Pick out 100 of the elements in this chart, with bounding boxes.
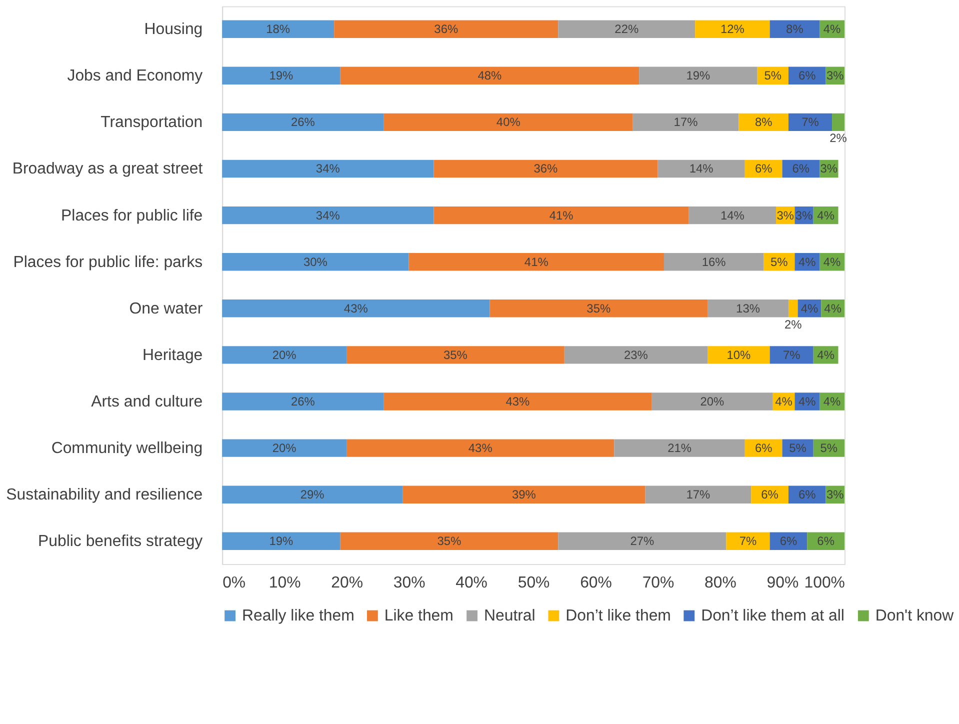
data-label: 6% bbox=[817, 534, 835, 548]
x-tick-label: 70% bbox=[642, 574, 674, 592]
data-label: 43% bbox=[468, 441, 493, 456]
data-label: 7% bbox=[739, 534, 758, 548]
bar bbox=[639, 66, 758, 84]
data-label: 6% bbox=[792, 162, 810, 176]
data-label: 4% bbox=[823, 22, 842, 36]
bar bbox=[340, 66, 640, 84]
bar bbox=[222, 206, 434, 224]
y-tick-label: Public benefits strategy bbox=[38, 533, 203, 550]
bar bbox=[346, 346, 564, 364]
data-label: 10% bbox=[726, 348, 751, 362]
x-tick-label: 100% bbox=[804, 574, 845, 592]
bar bbox=[658, 160, 745, 178]
y-tick-label: Arts and culture bbox=[91, 393, 203, 410]
x-tick-label: 0% bbox=[222, 574, 246, 592]
data-label: 35% bbox=[437, 534, 462, 548]
data-label: 4% bbox=[817, 348, 835, 362]
y-tick-label: Places for public life bbox=[61, 207, 203, 224]
data-label: 6% bbox=[754, 441, 773, 456]
data-label: 27% bbox=[630, 534, 655, 548]
data-label: 18% bbox=[266, 22, 290, 36]
bar bbox=[408, 253, 664, 271]
bar bbox=[222, 300, 490, 318]
data-label: 7% bbox=[782, 348, 801, 362]
data-label: 4% bbox=[800, 301, 818, 316]
y-tick-label: Broadway as a great street bbox=[12, 160, 204, 178]
data-label: 4% bbox=[798, 254, 816, 269]
legend-label: Really like them bbox=[242, 608, 354, 625]
data-label: 6% bbox=[754, 162, 773, 176]
bar bbox=[490, 300, 708, 318]
data-label: 22% bbox=[614, 22, 639, 36]
bar bbox=[832, 113, 844, 132]
data-label: 3% bbox=[820, 162, 838, 176]
data-label: 43% bbox=[506, 394, 530, 408]
bar bbox=[384, 392, 652, 410]
bar bbox=[222, 20, 334, 38]
bar bbox=[788, 300, 798, 318]
y-tick-label: Places for public life: parks bbox=[13, 254, 203, 271]
y-tick-label: Community wellbeing bbox=[51, 440, 203, 458]
data-label: 13% bbox=[736, 301, 760, 316]
data-label: 12% bbox=[720, 22, 745, 36]
bar bbox=[632, 113, 739, 132]
y-tick-label: Transportation bbox=[100, 114, 203, 132]
data-label: 5% bbox=[820, 441, 838, 456]
data-label: 14% bbox=[720, 208, 745, 222]
data-label: 17% bbox=[686, 488, 711, 502]
bar bbox=[558, 20, 696, 38]
data-label: 16% bbox=[702, 254, 726, 269]
bar bbox=[222, 532, 340, 550]
data-label: 5% bbox=[764, 68, 782, 83]
data-label: 6% bbox=[780, 534, 798, 548]
data-label: 40% bbox=[496, 115, 521, 130]
y-tick-label: One water bbox=[129, 300, 204, 318]
bar bbox=[688, 206, 776, 224]
data-label: 4% bbox=[798, 394, 816, 408]
data-label: 4% bbox=[823, 394, 842, 408]
data-label: 29% bbox=[300, 488, 325, 502]
x-tick-label: 20% bbox=[331, 574, 363, 592]
x-tick-label: 50% bbox=[518, 574, 550, 592]
bar bbox=[738, 113, 788, 132]
bar bbox=[402, 486, 646, 504]
data-label: 20% bbox=[272, 441, 297, 456]
bar bbox=[564, 346, 708, 364]
data-label: 4% bbox=[823, 254, 842, 269]
data-label: 19% bbox=[269, 534, 294, 548]
bar bbox=[222, 346, 347, 364]
x-tick-label: 40% bbox=[456, 574, 488, 592]
legend-label: Don’t like them at all bbox=[701, 608, 844, 625]
bar bbox=[434, 206, 689, 224]
data-label: 4% bbox=[775, 394, 793, 408]
data-label: 35% bbox=[586, 301, 611, 316]
bar bbox=[340, 532, 558, 550]
data-label: 3% bbox=[826, 68, 844, 83]
bar bbox=[726, 532, 770, 550]
data-label: 30% bbox=[303, 254, 328, 269]
bar bbox=[652, 392, 773, 410]
data-label: 36% bbox=[534, 162, 558, 176]
data-label: 5% bbox=[789, 441, 807, 456]
data-label: 7% bbox=[802, 115, 820, 130]
data-label: 6% bbox=[798, 488, 816, 502]
data-label: 35% bbox=[444, 348, 468, 362]
legend-label: Neutral bbox=[484, 608, 536, 625]
data-label: 26% bbox=[291, 115, 316, 130]
legend-label: Like them bbox=[384, 608, 454, 625]
x-tick-label: 80% bbox=[704, 574, 736, 592]
data-label: 34% bbox=[316, 208, 340, 222]
data-label: 2% bbox=[830, 131, 848, 146]
data-label: 8% bbox=[786, 22, 804, 36]
bar bbox=[788, 113, 832, 132]
y-tick-label: Housing bbox=[144, 21, 203, 38]
data-label: 41% bbox=[549, 208, 574, 222]
data-label: 4% bbox=[824, 301, 842, 316]
legend-label: Don’t like them bbox=[566, 608, 671, 625]
bar bbox=[334, 20, 558, 38]
bar bbox=[346, 439, 614, 457]
bar bbox=[645, 486, 752, 504]
bar bbox=[770, 346, 814, 364]
data-label: 20% bbox=[272, 348, 297, 362]
bar bbox=[222, 66, 340, 84]
